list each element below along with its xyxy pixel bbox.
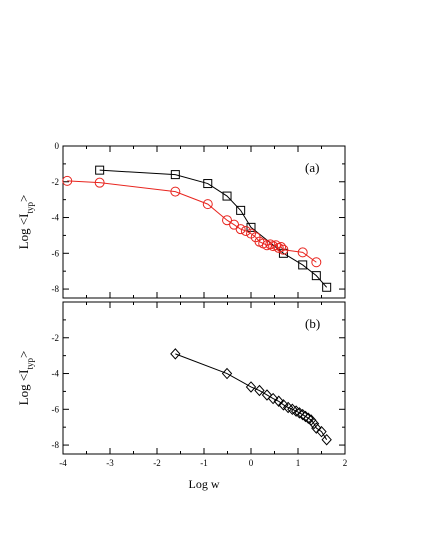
- x-tick-label: -2: [153, 458, 161, 468]
- data-point-circle: [278, 244, 289, 255]
- panel-label-b: (b): [305, 316, 320, 331]
- data-point-diamond: [303, 412, 314, 424]
- data-point-square: [170, 170, 180, 180]
- series-line-a-0: [99, 169, 328, 288]
- y-tick-label-b: -6: [52, 404, 60, 414]
- plot-frame-a: [62, 145, 346, 299]
- data-point-circle: [265, 239, 276, 250]
- data-point-diamond: [245, 381, 257, 393]
- data-point-diamond: [221, 367, 233, 380]
- data-point-diamond: [278, 399, 289, 411]
- data-point-circle: [276, 242, 287, 253]
- data-point-square: [222, 191, 232, 201]
- y-tick-label-a: 0: [55, 141, 60, 151]
- panel-b: -2 -4 -6 -8 -4 -3 -2 -1 0 1 2 (b) Log <Ityp> Log w: [16, 301, 348, 491]
- data-point-square: [322, 282, 332, 292]
- series-line-b-0: [175, 353, 328, 440]
- data-point-square: [246, 222, 256, 232]
- y-tick-label-a: -2: [52, 177, 60, 187]
- data-point-square: [311, 271, 321, 281]
- data-point-diamond: [308, 417, 320, 430]
- data-point-circle: [235, 224, 246, 235]
- data-point-diamond: [254, 384, 265, 397]
- x-tick-label: 0: [249, 458, 254, 468]
- x-tick-label: 1: [296, 458, 301, 468]
- panel-label-a: (a): [305, 160, 319, 175]
- data-point-diamond: [273, 395, 284, 407]
- data-point-diamond: [300, 410, 311, 423]
- data-point-circle: [170, 186, 181, 197]
- data-point-square: [298, 260, 308, 270]
- y-tick-label-b: -8: [52, 440, 60, 450]
- data-point-diamond: [311, 422, 322, 434]
- data-point-square: [236, 205, 246, 215]
- data-point-diamond: [321, 433, 332, 446]
- data-point-diamond: [261, 389, 273, 401]
- y-tick-label-b: -2: [52, 333, 60, 343]
- x-tick-label: -3: [106, 458, 114, 468]
- data-point-diamond: [267, 392, 279, 405]
- data-point-circle: [311, 257, 322, 268]
- panel-a: 0 -2 -4 -6 -8 (a) Log <Ityp>: [16, 141, 346, 299]
- data-point-diamond: [290, 405, 302, 417]
- y-tick-label-b: -4: [52, 369, 60, 379]
- data-point-diamond: [316, 425, 327, 438]
- x-axis-label: Log w: [189, 477, 220, 491]
- y-tick-label-a: -6: [52, 248, 60, 258]
- data-point-circle: [222, 215, 233, 226]
- x-tick-label: -1: [200, 458, 208, 468]
- data-point-circle: [270, 240, 281, 251]
- series-b: [170, 348, 332, 446]
- data-point-diamond: [170, 348, 181, 360]
- data-point-square: [95, 165, 105, 175]
- y-tick-label-a: -8: [52, 284, 60, 294]
- data-point-circle: [240, 225, 251, 236]
- data-point-circle: [94, 177, 105, 188]
- data-point-circle: [202, 199, 213, 210]
- series-a: [62, 165, 332, 292]
- data-point-square: [203, 179, 213, 189]
- y-axis-label-a: Log <Ityp>: [16, 195, 35, 250]
- data-point-diamond: [294, 407, 305, 419]
- y-axis-label-b: Log <Ityp>: [16, 351, 35, 406]
- data-point-circle: [62, 175, 73, 186]
- data-point-diamond: [297, 408, 308, 421]
- ticks-a: 0 -2 -4 -6 -8: [52, 141, 346, 298]
- y-tick-label-a: -4: [52, 213, 60, 223]
- plot-frame-b: [62, 301, 346, 455]
- x-tick-label: 2: [343, 458, 348, 468]
- x-tick-label: -4: [59, 458, 67, 468]
- data-point-circle: [297, 247, 308, 258]
- ticks-b: -2 -4 -6 -8 -4 -3 -2 -1 0 1 2: [52, 301, 348, 468]
